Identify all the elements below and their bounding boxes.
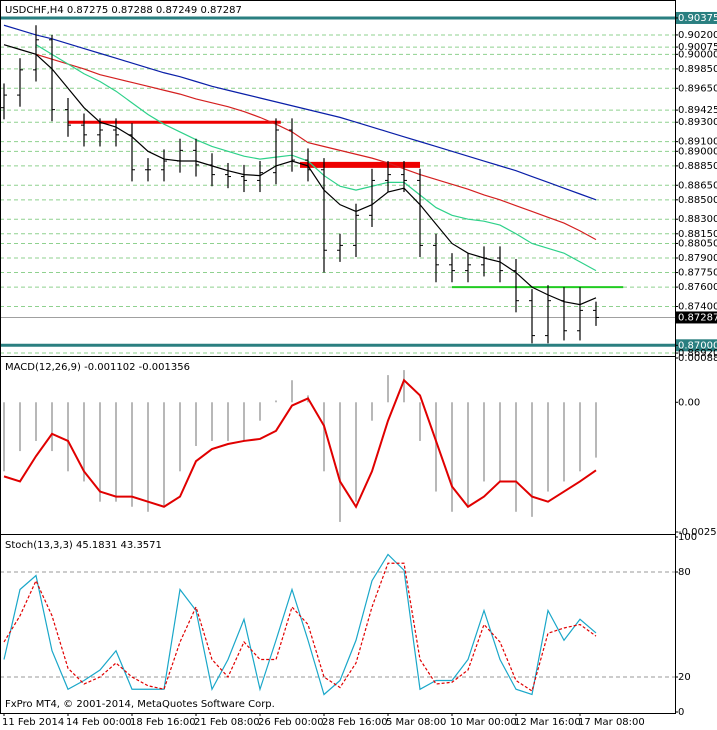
indicator-line — [3, 562, 597, 692]
histogram-bar — [371, 402, 373, 421]
indicator-line — [3, 378, 597, 509]
histogram-bar — [259, 402, 261, 421]
histogram-bar — [227, 402, 229, 441]
price-tag — [676, 339, 717, 352]
histogram-bar — [403, 370, 405, 403]
histogram-bar — [131, 402, 133, 507]
price-title: USDCHF,H4 0.87275 0.87288 0.87249 0.8728… — [5, 5, 242, 16]
indicator-line — [3, 24, 597, 201]
histogram-bar — [195, 402, 197, 447]
histogram-bar — [163, 402, 165, 507]
y-tick-label: 0.87287 — [678, 312, 717, 323]
histogram-bar — [515, 402, 517, 512]
y-tick-label: 0.90075 — [678, 42, 717, 53]
histogram-bar — [67, 402, 69, 472]
histogram-bar — [275, 400, 277, 403]
histogram-bar — [595, 402, 597, 458]
histogram-bar — [291, 380, 293, 403]
y-tick-label: 0.87000 — [678, 340, 717, 351]
y-tick-label: 0.90000 — [678, 49, 717, 60]
y-tick-label: 0.90200 — [678, 30, 717, 41]
histogram-bar — [483, 402, 485, 482]
histogram-bar — [99, 402, 101, 502]
macd-title: MACD(12,26,9) -0.001102 -0.001356 — [5, 362, 190, 373]
histogram-bar — [419, 402, 421, 441]
histogram-bar — [115, 402, 117, 502]
y-tick-label: 0.88050 — [678, 238, 717, 249]
x-tick-label: 10 Mar 00:00 — [450, 717, 517, 728]
y-tick-label: 0.88150 — [678, 229, 717, 240]
y-tick-label: 0.89100 — [678, 137, 717, 148]
histogram-bar — [179, 402, 181, 472]
y-tick-label: 0.89425 — [678, 105, 717, 116]
y-tick-label: 0.88500 — [678, 195, 717, 206]
histogram-bar — [579, 402, 581, 472]
y-tick-label: 0.87900 — [678, 253, 717, 264]
histogram-bar — [35, 402, 37, 441]
indicator-line — [35, 44, 597, 272]
histogram-bar — [243, 402, 245, 441]
y-tick-label: 0.000882 — [678, 353, 717, 364]
y-tick-label: 0.86920 — [678, 348, 717, 359]
y-tick-label: 0.90375 — [678, 13, 717, 24]
histogram-bar — [563, 402, 565, 482]
histogram-bar — [451, 402, 453, 512]
x-tick-label: 17 Mar 08:00 — [578, 717, 645, 728]
histogram-bar — [547, 402, 549, 492]
histogram-bar — [387, 375, 389, 403]
y-tick-label: 0 — [678, 707, 684, 718]
price-tag — [676, 11, 717, 24]
y-tick-label: 0.89850 — [678, 64, 717, 75]
histogram-bar — [467, 402, 469, 507]
y-tick-label: 80 — [678, 567, 691, 578]
y-tick-label: 0.88850 — [678, 161, 717, 172]
x-tick-label: 5 Mar 08:00 — [386, 717, 446, 728]
indicator-line — [35, 53, 597, 241]
y-tick-label: 0.88650 — [678, 180, 717, 191]
y-tick-label: 0.00 — [678, 397, 700, 408]
histogram-bar — [499, 402, 501, 482]
y-tick-label: 0.87400 — [678, 302, 717, 313]
y-tick-label: 20 — [678, 672, 691, 683]
y-tick-label: 100 — [678, 532, 697, 543]
x-tick-label: 14 Feb 00:00 — [66, 717, 132, 728]
x-tick-label: 28 Feb 16:00 — [322, 717, 388, 728]
histogram-bar — [339, 402, 341, 522]
marks-layer — [1, 24, 599, 696]
x-tick-label: 12 Mar 16:00 — [514, 717, 581, 728]
histogram-bar — [355, 402, 357, 502]
frame — [0, 0, 676, 714]
x-tick-label: 18 Feb 16:00 — [130, 717, 196, 728]
y-tick-label: 0.88300 — [678, 214, 717, 225]
stoch-title: Stoch(13,3,3) 45.1831 43.3571 — [5, 540, 162, 551]
labels-layer: USDCHF,H4 0.87275 0.87288 0.87249 0.8728… — [2, 5, 717, 728]
y-tick-label: 0.89650 — [678, 83, 717, 94]
indicator-line — [3, 44, 597, 306]
y-tick-label: -0.002584 — [678, 527, 717, 538]
histogram-bar — [435, 402, 437, 492]
y-tick-label: 0.87600 — [678, 282, 717, 293]
histogram-bar — [83, 402, 85, 482]
histogram-bar — [19, 402, 21, 452]
footer: FxPro MT4, © 2001-2014, MetaQuotes Softw… — [5, 699, 275, 710]
price-tag — [676, 311, 717, 324]
y-tick-label: 0.89300 — [678, 117, 717, 128]
histogram-bar — [531, 402, 533, 517]
x-tick-label: 11 Feb 2014 — [2, 717, 64, 728]
histogram-bar — [211, 402, 213, 441]
x-tick-label: 21 Feb 08:00 — [194, 717, 260, 728]
histogram-bar — [51, 402, 53, 452]
y-tick-label: 0.89000 — [678, 146, 717, 157]
x-tick-label: 26 Feb 00:00 — [258, 717, 324, 728]
y-tick-label: 0.87750 — [678, 268, 717, 279]
histogram-bar — [3, 402, 5, 472]
histogram-bar — [147, 402, 149, 512]
histogram-bar — [323, 402, 325, 472]
plot-border — [0, 0, 676, 714]
